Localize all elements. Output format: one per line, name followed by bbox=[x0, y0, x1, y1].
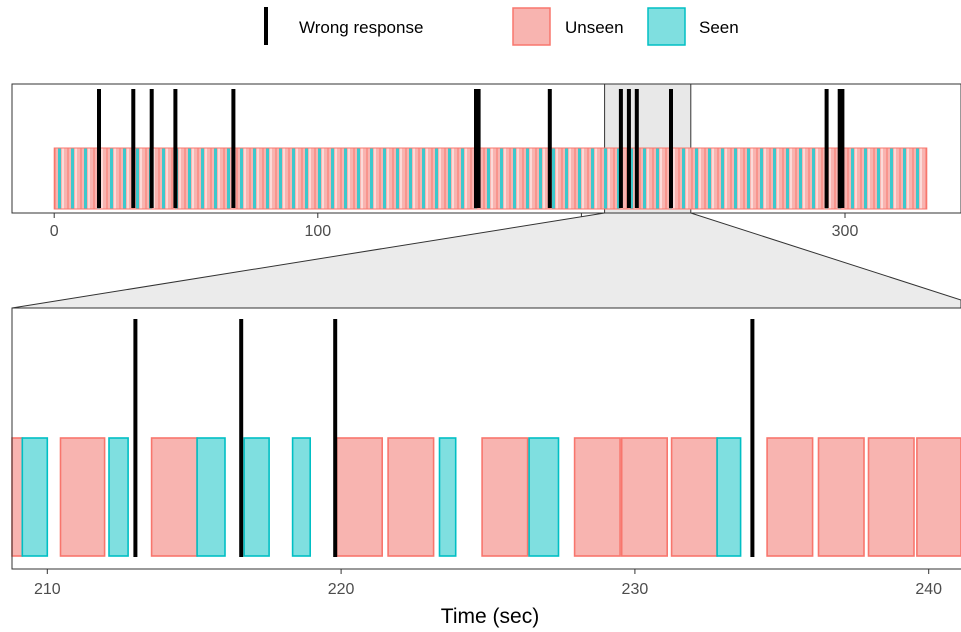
overview-x-tick-label: 300 bbox=[832, 223, 859, 240]
seen-stimulus-bar bbox=[528, 437, 560, 557]
unseen-stimulus-bar bbox=[481, 437, 529, 557]
overview-wrong-responses bbox=[97, 89, 845, 208]
overview-x-tick-label: 0 bbox=[50, 223, 59, 240]
unseen-stimulus-bar bbox=[335, 437, 384, 557]
overview-panel: 0100200300 bbox=[11, 83, 961, 240]
unseen-stimulus-bar bbox=[387, 437, 435, 557]
legend-unseen-label: Unseen bbox=[565, 18, 624, 37]
seen-stimulus-bar bbox=[716, 437, 742, 557]
legend-seen-key bbox=[647, 7, 686, 46]
detail-panel-border bbox=[11, 307, 961, 570]
seen-stimulus-bar bbox=[243, 437, 270, 557]
legend: Wrong response Unseen Seen bbox=[264, 7, 739, 46]
legend-wrong-response-label: Wrong response bbox=[299, 18, 423, 37]
x-axis-title: Time (sec) bbox=[441, 605, 539, 628]
unseen-stimulus-bar bbox=[766, 437, 814, 557]
detail-x-tick-label: 230 bbox=[622, 581, 649, 598]
detail-x-tick-label: 240 bbox=[915, 581, 942, 598]
detail-x-tick-label: 210 bbox=[34, 581, 61, 598]
unseen-stimulus-bar bbox=[573, 437, 621, 557]
overview-panel-border bbox=[11, 83, 961, 214]
seen-stimulus-bar bbox=[196, 437, 226, 557]
overview-x-tick-label: 100 bbox=[304, 223, 331, 240]
seen-stimulus-bar bbox=[108, 437, 129, 557]
unseen-stimulus-bar bbox=[867, 437, 915, 557]
unseen-stimulus-bar bbox=[916, 437, 961, 557]
overview-stimulus-strip bbox=[53, 147, 928, 210]
zoom-connector bbox=[11, 212, 961, 309]
legend-unseen-key bbox=[512, 7, 551, 46]
unseen-stimulus-bar bbox=[59, 437, 106, 557]
overview-stimulus-bars bbox=[53, 147, 928, 210]
unseen-stimulus-bar bbox=[670, 437, 718, 557]
unseen-stimulus-bar bbox=[11, 437, 24, 557]
seen-stimulus-bar bbox=[21, 437, 49, 557]
unseen-stimulus-bar bbox=[620, 437, 669, 557]
unseen-stimulus-bar bbox=[817, 437, 865, 557]
seen-stimulus-bar bbox=[291, 437, 312, 557]
detail-wrong-responses bbox=[133, 319, 755, 557]
detail-x-tick-label: 220 bbox=[328, 581, 355, 598]
detail-stimulus-bars bbox=[11, 437, 961, 557]
seen-stimulus-bar bbox=[438, 437, 457, 557]
unseen-stimulus-bar bbox=[150, 437, 198, 557]
detail-x-axis: 210 220 230 240 bbox=[34, 569, 942, 598]
legend-seen-label: Seen bbox=[699, 18, 739, 37]
detail-panel: 210 220 230 240 Time (sec) bbox=[11, 307, 961, 628]
